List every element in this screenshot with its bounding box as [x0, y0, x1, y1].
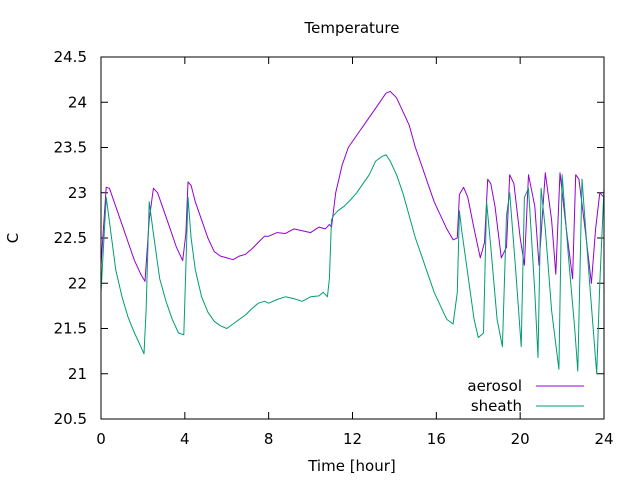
y-tick-label: 20.5: [54, 410, 87, 428]
x-tick-label: 12: [343, 430, 362, 448]
axis-ticks: 20.5 21 21.5 22 22.5 23 23.5 24 24.5 0 4 8 12 16 20 24: [54, 48, 614, 448]
y-tick-label: 23: [68, 184, 87, 202]
x-tick-label: 0: [96, 430, 106, 448]
legend-label-aerosol: aerosol: [467, 377, 522, 395]
x-tick-label: 4: [180, 430, 190, 448]
legend-label-sheath: sheath: [471, 397, 522, 415]
x-tick-label: 16: [427, 430, 446, 448]
y-tick-label: 23.5: [54, 139, 87, 157]
y-tick-label: 22: [68, 274, 87, 292]
x-tick-label: 8: [264, 430, 274, 448]
series-line-aerosol: [100, 90, 605, 284]
y-tick-label: 24.5: [54, 48, 87, 66]
plot-frame: [100, 56, 605, 420]
y-tick-label: 22.5: [54, 229, 87, 247]
x-tick-label: 24: [594, 430, 613, 448]
plot-series: [100, 90, 605, 375]
chart-title: Temperature: [303, 19, 399, 37]
y-tick-label: 24: [68, 93, 87, 111]
x-tick-label: 20: [511, 430, 530, 448]
y-axis-label: C: [4, 233, 22, 243]
y-tick-label: 21.5: [54, 320, 87, 338]
series-line-sheath: [100, 154, 605, 375]
legend: aerosol sheath: [467, 377, 584, 415]
x-axis-label: Time [hour]: [307, 457, 396, 475]
y-tick-label: 21: [68, 365, 87, 383]
